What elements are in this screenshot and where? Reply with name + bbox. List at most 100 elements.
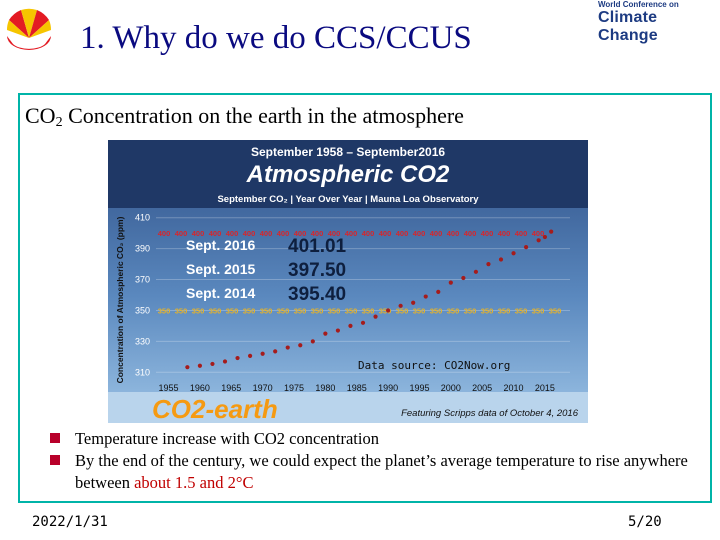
band-350-label: 350 [413, 306, 426, 315]
chart-top-banner: September 1958 – September2016 [251, 145, 445, 159]
data-point [310, 339, 315, 344]
chart-ylabel: Concentration of Atmospheric CO₂ (ppm) [115, 216, 125, 383]
band-350-label: 350 [379, 306, 392, 315]
data-point [461, 275, 466, 281]
band-350-label: 350 [209, 306, 222, 315]
subtitle-prefix: CO [25, 103, 56, 128]
y-tick-label: 410 [135, 213, 150, 223]
band-400-label: 400 [481, 229, 494, 238]
data-point [473, 269, 479, 274]
chart-footer-note: Featuring Scripps data of October 4, 201… [401, 408, 579, 419]
band-350-label: 350 [345, 306, 358, 315]
band-350-label: 350 [294, 306, 307, 315]
data-point [373, 314, 378, 319]
data-point [486, 261, 491, 267]
y-tick-label: 310 [135, 367, 150, 377]
y-ticks: 310 330 350 370 390 410 [135, 213, 150, 378]
band-400-label: 400 [430, 229, 443, 238]
bullet-marker [50, 433, 60, 443]
data-points [185, 229, 554, 370]
band-350-label: 350 [430, 306, 443, 315]
band-400-label: 400 [277, 229, 290, 238]
chart-footer-bar [108, 392, 588, 423]
data-point [197, 363, 203, 368]
band-400-label: 400 [311, 229, 324, 238]
x-ticks: 1955 1960 1965 1970 1975 1980 1985 1990 1995 2000… [159, 383, 555, 393]
band-400-label: 400 [158, 229, 171, 238]
x-tick-label: 1970 [253, 383, 273, 393]
y-tick-label: 350 [135, 305, 150, 315]
data-point [511, 251, 516, 256]
x-tick-label: 1955 [159, 383, 179, 393]
reading-value: 395.40 [288, 284, 346, 305]
page-number: 5/20 [628, 514, 662, 530]
readings-block: Sept. 2016 401.01 Sept. 2015 397.50 Sept. 20… [186, 236, 347, 305]
chart-subtitle: September CO₂ | Year Over Year | Mauna L… [217, 194, 479, 205]
band-400-label: 400 [260, 229, 273, 238]
chart-brand: CO2-earth [152, 394, 278, 423]
data-point [398, 303, 403, 308]
bullet-highlight: about 1.5 and 2°C [134, 473, 254, 492]
data-point [260, 351, 265, 356]
data-point [436, 289, 441, 295]
x-tick-label: 1975 [284, 383, 304, 393]
band-400-label: 400 [413, 229, 426, 238]
band-400-label: 400 [328, 229, 341, 238]
reading-label: Sept. 2015 [186, 261, 255, 277]
band-400-label: 400 [379, 229, 392, 238]
bullet-text: Temperature increase with CO2 concentrat… [75, 429, 379, 448]
band-350-label: 350 [549, 306, 562, 315]
subtitle-subscript: 2 [55, 115, 63, 130]
band-400-label: 400 [396, 229, 409, 238]
y-tick-label: 330 [135, 336, 150, 346]
data-point [498, 257, 504, 262]
band-400-label: 400 [362, 229, 375, 238]
band-350-label: 350 [515, 306, 528, 315]
x-tick-label: 1965 [221, 383, 241, 393]
data-point [423, 294, 428, 299]
content-frame [18, 93, 712, 503]
slide-subtitle: CO2 Concentration on the earth in the at… [25, 103, 464, 131]
band-400-label: 400 [243, 229, 256, 238]
band-350-label: 350 [260, 306, 273, 315]
data-point [222, 359, 228, 364]
subtitle-rest: Concentration on the earth in the atmosp… [62, 103, 464, 128]
bullet-list: Temperature increase with CO2 concentrat… [50, 428, 690, 494]
conference-logo: World Conference on Climate Change [598, 0, 720, 45]
y-tick-label: 390 [135, 244, 150, 254]
band-350-label: 350 [192, 306, 205, 315]
reading-label: Sept. 2016 [186, 237, 255, 253]
company-logo [6, 8, 52, 50]
band-350-label: 350 [175, 306, 188, 315]
band-350-label: 350 [328, 306, 341, 315]
band-400-label: 400 [209, 229, 222, 238]
band-350-label: 350 [498, 306, 511, 315]
band-350-label: 350 [226, 306, 239, 315]
band-400-label: 400 [175, 229, 188, 238]
band-350-label: 350 [481, 306, 494, 315]
reading-value: 397.50 [288, 260, 346, 281]
data-point [273, 349, 278, 354]
data-point [360, 320, 366, 325]
conference-logo-big-text: Climate Change [598, 9, 658, 44]
band-400-label: 400 [464, 229, 477, 238]
x-tick-label: 1980 [315, 383, 335, 393]
band-400-label: 400 [294, 229, 307, 238]
chart-source-note: Data source: CO2Now.org [358, 359, 510, 372]
x-tick-label: 2010 [504, 383, 524, 393]
x-tick-label: 1995 [409, 383, 429, 393]
band-350-label: 350 [158, 306, 171, 315]
data-point [542, 234, 548, 240]
data-point [247, 353, 253, 358]
x-tick-label: 1960 [190, 383, 210, 393]
band-400-label: 400 [532, 229, 545, 238]
gridlines [156, 217, 570, 373]
band-400-label: 400 [515, 229, 528, 238]
slide-title: 1. Why do we do CCS/CCUS [80, 20, 472, 56]
band-400-label: 400 [498, 229, 511, 238]
band-400-label: 400 [345, 229, 358, 238]
bullet-text: By the end of the century, we could expe… [75, 451, 688, 492]
reading-value: 401.01 [288, 236, 347, 257]
reading-label: Sept. 2014 [186, 285, 255, 301]
co2-chart: September 1958 – September2016 Atmospher… [108, 140, 588, 423]
